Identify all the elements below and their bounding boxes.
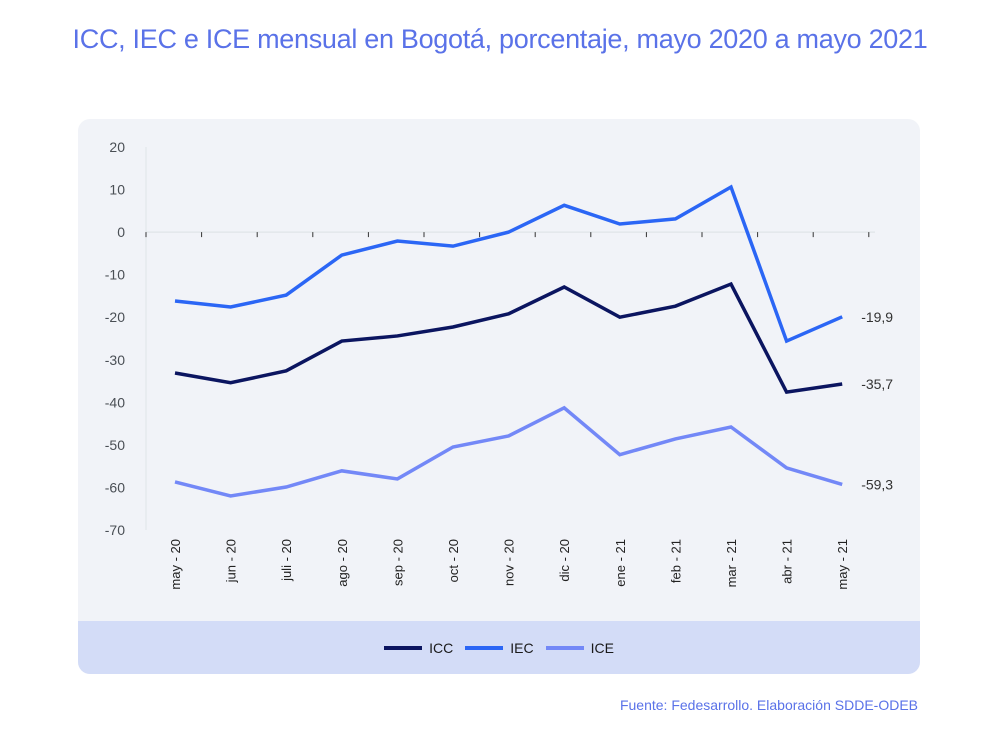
chart-panel: 20 10 0 -10 -20 -30 -40 -50 -60 -70 may - 20 jun - … [78,119,920,674]
x-tick-label: feb - 21 [668,539,683,583]
end-label-ice: -59,3 [861,476,893,492]
y-tick-label: -70 [105,522,125,538]
legend-swatch-iec [465,645,504,650]
legend-label-iec: IEC [510,639,534,656]
y-tick-label: 10 [109,182,125,198]
legend-item-iec: IEC [465,639,534,656]
end-label-icc: -35,7 [861,376,893,392]
x-tick-label: may - 20 [168,539,183,590]
chart-title: ICC, IEC e ICE mensual en Bogotá, porcen… [72,24,928,54]
x-tick-label: dic - 20 [557,539,572,582]
x-tick-label: may - 21 [835,539,850,590]
legend-item-ice: ICE [545,639,614,656]
y-tick-label: 0 [117,224,125,240]
y-tick-label: -10 [105,267,125,283]
x-tick-label: juli - 20 [279,539,294,582]
line-chart: 20 10 0 -10 -20 -30 -40 -50 -60 -70 may - 20 jun - … [105,139,894,590]
x-tick-label: sep - 20 [390,539,405,586]
legend-swatch-ice [545,645,584,650]
series-line-ice [174,405,843,498]
source-note: Fuente: Fedesarrollo. Elaboración SDDE-O… [619,697,918,713]
legend: ICC IEC ICE [78,621,920,674]
y-tick-label: -40 [105,394,125,410]
x-tick-label: ene - 21 [613,539,628,587]
y-tick-label: -50 [105,437,125,453]
y-tick-label: -20 [105,309,125,325]
y-tick-label: -60 [105,479,125,495]
end-label-iec: -19,9 [861,309,893,325]
legend-label-ice: ICE [590,639,614,656]
legend-swatch-icc [384,645,423,650]
legend-label-icc: ICC [429,639,454,656]
x-tick-label: ago - 20 [335,539,350,587]
series-line-icc [174,281,843,395]
x-tick-label: jun - 20 [224,539,239,583]
series-line-iec [174,184,843,344]
y-tick-label: 20 [109,139,125,155]
x-tick-label: mar - 21 [724,539,739,587]
x-tick-label: nov - 20 [502,539,517,586]
x-tick-label: oct - 20 [446,539,461,582]
x-tick-label: abr - 21 [780,539,795,584]
y-tick-label: -30 [105,352,125,368]
legend-item-icc: ICC [384,640,453,656]
